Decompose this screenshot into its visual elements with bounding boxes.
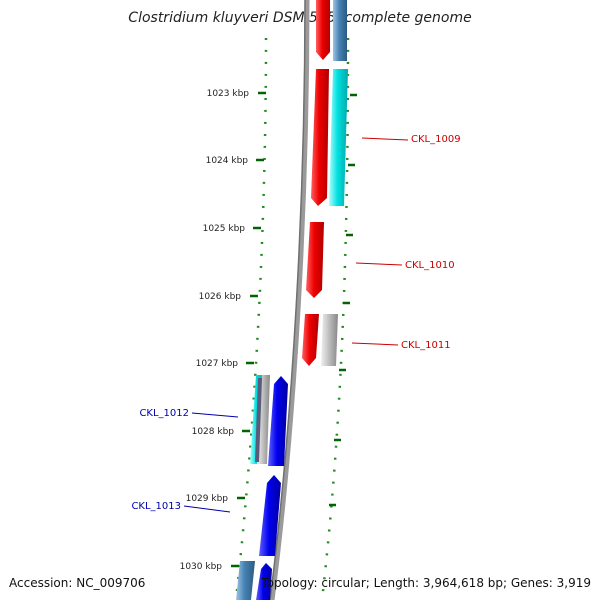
gene-ckl-1009-cyan[interactable] xyxy=(329,69,348,206)
scale-label: 1029 kbp xyxy=(186,494,229,504)
leader-ckl-1011 xyxy=(351,342,399,346)
gene-red[interactable] xyxy=(316,0,330,60)
gene-label-ckl-1012[interactable]: CKL_1012 xyxy=(139,408,189,419)
accession-text: Accession: NC_009706 xyxy=(9,576,146,590)
scale-label: 1026 kbp xyxy=(199,292,242,302)
gene-ckl-1013[interactable] xyxy=(259,475,281,556)
gene-label-leaders xyxy=(183,137,409,513)
leader-ckl-1012 xyxy=(191,412,239,418)
scale-label: 1023 kbp xyxy=(207,89,250,99)
gene-ckl-1011-red[interactable] xyxy=(302,314,319,366)
leader-ckl-1013 xyxy=(183,505,231,513)
gene-ckl-1012-dark[interactable] xyxy=(255,378,262,462)
reverse-genes xyxy=(236,375,288,600)
gene-ckl-1012-blue[interactable] xyxy=(268,376,288,466)
scale-labels: 1023 kbp 1024 kbp 1025 kbp 1026 kbp 1027… xyxy=(180,89,250,572)
gene-steelblue-lower[interactable] xyxy=(236,561,255,600)
genome-backbone-edge xyxy=(269,0,306,600)
genome-backbone xyxy=(269,0,310,600)
gene-steelblue[interactable] xyxy=(333,0,347,61)
gene-labels: CKL_1009 CKL_1010 CKL_1011 CKL_1012 CKL_… xyxy=(131,134,460,512)
scale-label: 1028 kbp xyxy=(192,427,235,437)
leader-ckl-1010 xyxy=(355,262,403,266)
outer-scale-ticks xyxy=(329,93,357,507)
gene-ckl-1012-grey[interactable] xyxy=(257,375,270,464)
scale-label: 1024 kbp xyxy=(206,156,249,166)
map-title: Clostridium kluyveri DSM 555, complete g… xyxy=(128,10,472,26)
topology-text: Topology: circular; Length: 3,964,618 bp… xyxy=(261,576,591,590)
gene-label-ckl-1011[interactable]: CKL_1011 xyxy=(401,340,451,351)
gene-ckl-1010[interactable] xyxy=(306,222,324,298)
inner-scale-ring xyxy=(234,37,268,600)
gene-ckl-1009-red[interactable] xyxy=(311,69,329,206)
scale-ticks xyxy=(231,91,266,568)
gene-label-ckl-1013[interactable]: CKL_1013 xyxy=(131,501,181,512)
leader-ckl-1009 xyxy=(361,137,409,141)
scale-label: 1030 kbp xyxy=(180,562,223,572)
gene-label-ckl-1009[interactable]: CKL_1009 xyxy=(411,134,461,145)
scale-label: 1025 kbp xyxy=(203,224,246,234)
scale-label: 1027 kbp xyxy=(196,359,239,369)
gene-label-ckl-1010[interactable]: CKL_1010 xyxy=(405,260,455,271)
forward-genes xyxy=(302,0,348,366)
gene-blue-lower[interactable] xyxy=(256,563,272,600)
gene-ckl-1011-grey[interactable] xyxy=(321,314,338,366)
